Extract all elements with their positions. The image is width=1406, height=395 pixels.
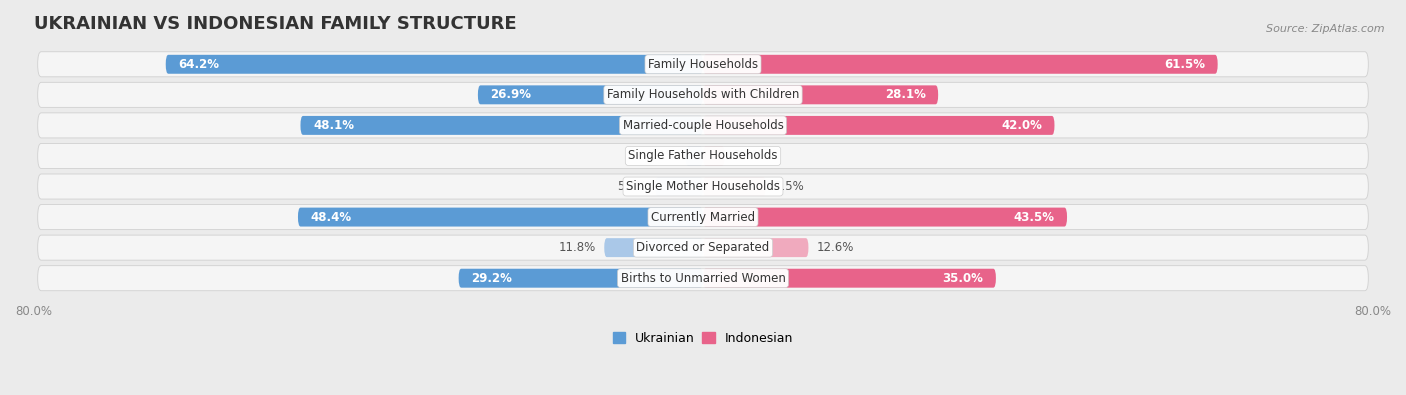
Text: 35.0%: 35.0%: [942, 272, 983, 285]
FancyBboxPatch shape: [703, 238, 808, 257]
FancyBboxPatch shape: [458, 269, 703, 288]
FancyBboxPatch shape: [38, 113, 1368, 138]
Text: 12.6%: 12.6%: [817, 241, 855, 254]
FancyBboxPatch shape: [703, 55, 1218, 74]
Text: 26.9%: 26.9%: [491, 88, 531, 102]
Text: 2.6%: 2.6%: [733, 149, 763, 162]
FancyBboxPatch shape: [703, 269, 995, 288]
Text: UKRAINIAN VS INDONESIAN FAMILY STRUCTURE: UKRAINIAN VS INDONESIAN FAMILY STRUCTURE: [34, 15, 516, 33]
Legend: Ukrainian, Indonesian: Ukrainian, Indonesian: [607, 327, 799, 350]
FancyBboxPatch shape: [38, 266, 1368, 291]
Text: Single Mother Households: Single Mother Households: [626, 180, 780, 193]
FancyBboxPatch shape: [686, 147, 703, 166]
FancyBboxPatch shape: [166, 55, 703, 74]
FancyBboxPatch shape: [478, 85, 703, 104]
Text: Births to Unmarried Women: Births to Unmarried Women: [620, 272, 786, 285]
Text: 11.8%: 11.8%: [558, 241, 596, 254]
Text: 5.7%: 5.7%: [617, 180, 647, 193]
FancyBboxPatch shape: [703, 177, 766, 196]
Text: 48.1%: 48.1%: [314, 119, 354, 132]
Text: Family Households with Children: Family Households with Children: [607, 88, 799, 102]
Text: Currently Married: Currently Married: [651, 211, 755, 224]
FancyBboxPatch shape: [38, 174, 1368, 199]
Text: Family Households: Family Households: [648, 58, 758, 71]
FancyBboxPatch shape: [38, 52, 1368, 77]
Text: 2.1%: 2.1%: [647, 149, 678, 162]
FancyBboxPatch shape: [703, 208, 1067, 227]
Text: Source: ZipAtlas.com: Source: ZipAtlas.com: [1267, 24, 1385, 34]
Text: Married-couple Households: Married-couple Households: [623, 119, 783, 132]
FancyBboxPatch shape: [298, 208, 703, 227]
FancyBboxPatch shape: [38, 205, 1368, 229]
Text: 64.2%: 64.2%: [179, 58, 219, 71]
FancyBboxPatch shape: [38, 143, 1368, 169]
Text: 48.4%: 48.4%: [311, 211, 352, 224]
FancyBboxPatch shape: [703, 147, 724, 166]
FancyBboxPatch shape: [38, 235, 1368, 260]
Text: 28.1%: 28.1%: [884, 88, 925, 102]
FancyBboxPatch shape: [655, 177, 703, 196]
Text: 61.5%: 61.5%: [1164, 58, 1205, 71]
Text: Divorced or Separated: Divorced or Separated: [637, 241, 769, 254]
Text: 29.2%: 29.2%: [471, 272, 512, 285]
FancyBboxPatch shape: [703, 116, 1054, 135]
Text: Single Father Households: Single Father Households: [628, 149, 778, 162]
FancyBboxPatch shape: [703, 85, 938, 104]
FancyBboxPatch shape: [301, 116, 703, 135]
Text: 43.5%: 43.5%: [1014, 211, 1054, 224]
Text: 7.5%: 7.5%: [775, 180, 804, 193]
FancyBboxPatch shape: [605, 238, 703, 257]
Text: 42.0%: 42.0%: [1001, 119, 1042, 132]
FancyBboxPatch shape: [38, 82, 1368, 107]
